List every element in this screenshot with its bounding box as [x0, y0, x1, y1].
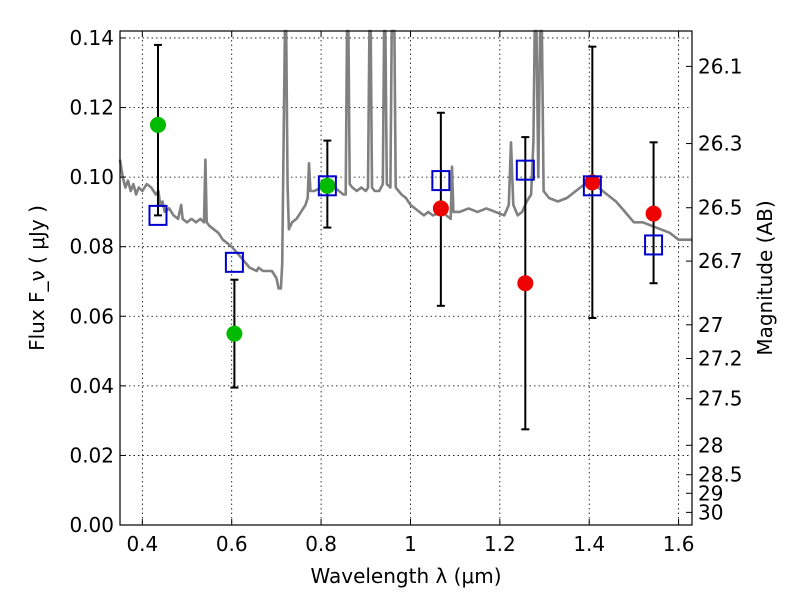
grid-lines [120, 31, 692, 526]
right-y-axis-label: Magnitude (AB) [753, 200, 777, 355]
plot-frame [119, 30, 693, 526]
x-tick-label: 1.4 [573, 532, 605, 556]
error-bars-layer [153, 43, 658, 431]
x-tick-label: 0.4 [126, 532, 158, 556]
data-point-square [317, 175, 337, 197]
right-y-tick-label: 27 [698, 313, 723, 337]
y-tick-label: 0.06 [69, 304, 114, 328]
data-point-square [224, 251, 244, 273]
data-point-circle [432, 200, 449, 217]
data-point-square [515, 159, 535, 181]
x-tick-label: 1.6 [663, 532, 695, 556]
right-y-tick-label: 27.2 [698, 346, 743, 370]
data-point-circle [149, 116, 166, 133]
y-tick-label: 0.02 [69, 443, 114, 467]
data-point-square [148, 204, 168, 226]
data-point-square [644, 234, 664, 256]
x-tick-label: 0.8 [305, 532, 337, 556]
right-y-tick-label: 29 [698, 481, 723, 505]
x-axis-label: Wavelength λ (μm) [310, 564, 501, 588]
right-y-tick-label: 26.7 [698, 249, 743, 273]
model-spectrum-line [118, 29, 692, 290]
right-y-tick-label: 27.5 [698, 387, 743, 411]
right-y-tick-label: 30 [698, 500, 723, 524]
y-tick-label: 0.04 [69, 374, 114, 398]
y-tick-label: 0.00 [69, 513, 114, 537]
right-y-tick-label: 26.1 [698, 54, 743, 78]
x-tick-label: 1 [404, 532, 417, 556]
right-y-tick-label: 28.5 [698, 463, 743, 487]
right-y-tick-label: 28 [698, 433, 723, 457]
x-tick-label: 0.6 [216, 532, 248, 556]
y-tick-label: 0.14 [69, 26, 114, 50]
y-tick-label: 0.10 [69, 165, 114, 189]
data-point-circle [226, 325, 243, 342]
data-point-square [582, 175, 602, 197]
y-axis-label: Flux F_ν ( μJy ) [25, 205, 49, 351]
data-point-circle [319, 177, 336, 194]
right-y-tick-label: 26.5 [698, 196, 743, 220]
data-point-square [431, 170, 451, 192]
x-tick-label: 1.2 [484, 532, 516, 556]
y-tick-label: 0.08 [69, 235, 114, 259]
model-spectrum-layer [118, 29, 692, 290]
markers-layer [148, 116, 664, 342]
data-point-circle [517, 275, 534, 292]
axis-ticks: 0.4 0.6 0.8 1 1.2 1.4 1.6 0.00 0.02 0.04 0.06 0.08 0… [69, 26, 742, 556]
data-point-circle [645, 205, 662, 222]
right-y-tick-label: 26.3 [698, 132, 743, 156]
y-tick-label: 0.12 [69, 96, 114, 120]
